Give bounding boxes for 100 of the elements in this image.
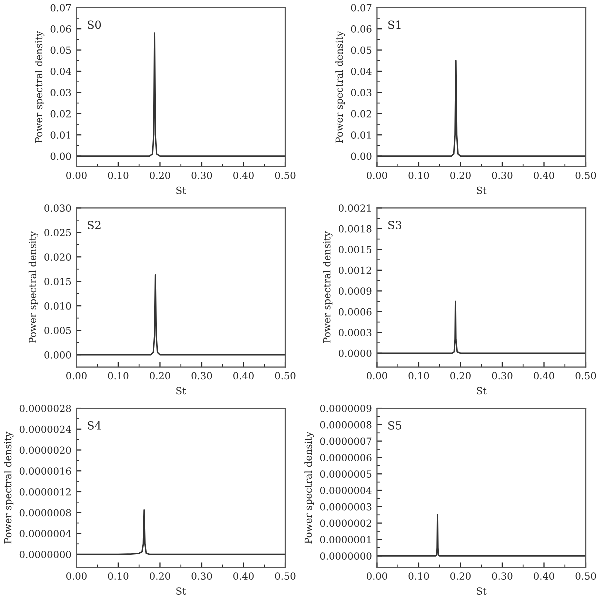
line-series: [76, 32, 286, 158]
y-tick-label: 0.01: [351, 132, 371, 139]
y-tick-label: 0.020: [44, 254, 72, 261]
x-tick-label: 0.20: [450, 572, 471, 580]
y-tick-label: 0.0000016: [20, 468, 72, 475]
x-tick-label: 0.10: [408, 572, 430, 580]
x-tick-label: 0.40: [534, 572, 554, 580]
y-tick-label: 0.030: [44, 204, 72, 212]
x-tick-label: 0.40: [234, 372, 254, 380]
y-axis-title: Power spectral density: [35, 31, 45, 144]
y-tick-label: 0.0000008: [20, 509, 72, 517]
y-axis-title: Power spectral density: [4, 432, 14, 544]
x-tick-label: 0.40: [234, 172, 254, 180]
x-tick-label: 0.20: [150, 572, 170, 580]
y-axis-title: Power spectral density: [336, 31, 346, 144]
y-tick-label: 0.03: [50, 89, 72, 97]
line-series: [377, 300, 586, 354]
line-series: [377, 60, 586, 158]
x-tick-label: 0.20: [150, 172, 170, 180]
y-tick-label: 0.02: [50, 110, 71, 118]
y-tick-label: 0.0000005: [320, 470, 372, 478]
y-axis-title: Power spectral density: [304, 432, 314, 544]
y-tick-label: 0.0012: [338, 266, 372, 274]
y-tick-label: 0.0003: [338, 329, 372, 337]
y-tick-label: 0.010: [44, 302, 72, 310]
y-tick-label: 0.0000000: [320, 552, 372, 560]
y-tick-label: 0.0000003: [320, 503, 372, 511]
x-tick-label: 0.10: [108, 572, 129, 580]
x-axis-title: St: [477, 186, 487, 194]
x-tick-label: 0.50: [576, 572, 596, 580]
x-axis-title: St: [477, 588, 487, 595]
y-tick-label: 0.000: [44, 352, 72, 359]
x-tick-label: 0.30: [492, 572, 513, 580]
y-tick-label: 0.0000002: [320, 520, 372, 528]
annotation: S3: [388, 221, 402, 230]
y-axis-title: Power spectral density: [323, 232, 333, 344]
y-tick-label: 0.0000007: [320, 438, 372, 446]
x-tick-label: 0.50: [576, 372, 596, 380]
x-tick-label: 0.30: [192, 572, 212, 580]
y-tick-label: 0.015: [44, 278, 72, 286]
y-tick-label: 0.04: [351, 68, 372, 76]
annotation: S2: [88, 221, 101, 230]
x-tick-label: 0.10: [108, 372, 129, 380]
y-tick-label: 0.0000012: [20, 488, 71, 496]
x-axis-title: St: [176, 588, 186, 595]
y-tick-label: 0.0000000: [20, 551, 72, 558]
y-tick-label: 0.0021: [338, 204, 371, 212]
y-axis-title: Power spectral density: [28, 232, 38, 344]
y-tick-label: 0.0000009: [320, 405, 372, 412]
x-tick-label: 0.50: [576, 172, 596, 180]
y-tick-label: 0.0000006: [320, 454, 372, 462]
y-tick-label: 0.05: [50, 46, 72, 54]
annotation: S1: [388, 20, 401, 30]
y-tick-label: 0.06: [351, 26, 372, 33]
y-tick-label: 0.0015: [338, 246, 372, 254]
y-tick-label: 0.0000: [338, 350, 372, 358]
x-tick-label: 0.10: [108, 172, 129, 180]
y-tick-label: 0.0018: [338, 225, 372, 233]
y-tick-label: 0.03: [351, 89, 372, 97]
line-series: [76, 274, 286, 356]
x-tick-label: 0.00: [66, 572, 87, 580]
y-tick-label: 0.0006: [338, 308, 372, 316]
x-tick-label: 0.20: [450, 172, 471, 180]
line-series: [377, 514, 586, 557]
x-tick-label: 0.50: [275, 372, 296, 380]
y-tick-label: 0.0000020: [20, 446, 72, 454]
annotation: S0: [88, 20, 102, 30]
x-tick-label: 0.40: [534, 372, 554, 380]
annotation: S4: [88, 421, 102, 430]
x-tick-label: 0.20: [450, 372, 471, 380]
x-tick-label: 0.00: [367, 372, 388, 380]
x-tick-label: 0.40: [234, 572, 254, 580]
x-tick-label: 0.50: [275, 172, 296, 180]
y-tick-label: 0.005: [44, 327, 72, 334]
x-tick-label: 0.30: [192, 172, 212, 180]
x-tick-label: 0.10: [408, 172, 430, 180]
x-tick-label: 0.20: [150, 372, 170, 380]
annotation: S5: [388, 421, 402, 430]
y-tick-label: 0.07: [351, 4, 372, 12]
x-tick-label: 0.30: [492, 172, 513, 180]
x-tick-label: 0.50: [275, 572, 296, 580]
y-tick-label: 0.025: [44, 229, 72, 236]
y-tick-label: 0.05: [351, 46, 372, 54]
y-tick-label: 0.07: [50, 4, 72, 12]
x-tick-label: 0.40: [534, 172, 554, 180]
y-tick-label: 0.0000028: [20, 405, 72, 412]
y-tick-label: 0.04: [50, 68, 72, 76]
y-tick-label: 0.0000024: [20, 426, 72, 434]
y-tick-label: 0.0000004: [320, 487, 372, 494]
y-tick-label: 0.02: [351, 110, 372, 118]
x-tick-label: 0.30: [492, 372, 513, 380]
x-axis-title: St: [176, 186, 186, 194]
x-tick-label: 0.10: [408, 372, 430, 380]
x-tick-label: 0.00: [367, 572, 388, 580]
y-tick-label: 0.0000004: [20, 530, 72, 538]
line-series: [76, 510, 286, 556]
x-tick-label: 0.00: [66, 172, 87, 180]
x-axis-title: St: [176, 387, 186, 395]
x-tick-label: 0.00: [66, 372, 87, 380]
y-tick-label: 0.00: [50, 152, 72, 160]
